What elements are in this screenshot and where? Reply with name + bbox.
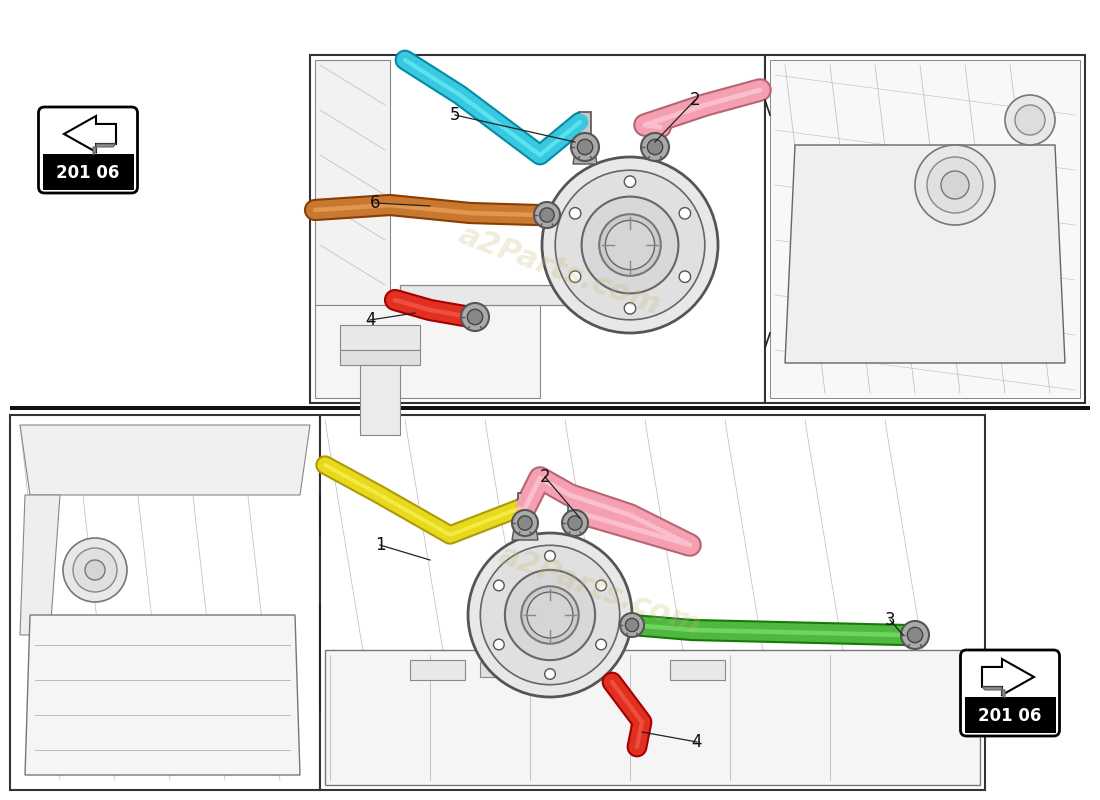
Text: 3: 3	[884, 611, 895, 629]
Polygon shape	[512, 528, 538, 540]
Circle shape	[542, 157, 718, 333]
Circle shape	[625, 302, 636, 314]
Circle shape	[494, 639, 504, 650]
Text: 2: 2	[540, 468, 550, 486]
Circle shape	[571, 133, 600, 161]
Polygon shape	[315, 305, 540, 398]
Bar	[670, 660, 725, 680]
Bar	[10, 406, 1090, 410]
Text: 6: 6	[370, 194, 381, 212]
Circle shape	[63, 538, 126, 602]
Polygon shape	[785, 145, 1065, 363]
Bar	[320, 415, 984, 790]
Circle shape	[527, 592, 573, 638]
FancyBboxPatch shape	[960, 650, 1059, 736]
Circle shape	[620, 613, 644, 637]
Bar	[648, 117, 662, 157]
Bar	[360, 365, 400, 435]
Circle shape	[927, 157, 983, 213]
Text: 4: 4	[365, 311, 375, 329]
Circle shape	[901, 621, 930, 649]
Text: 4: 4	[692, 733, 702, 751]
Circle shape	[605, 220, 654, 270]
Text: a2Parts.com: a2Parts.com	[455, 220, 666, 320]
Circle shape	[461, 303, 490, 331]
Circle shape	[468, 533, 632, 697]
Text: a2Parts.com: a2Parts.com	[495, 540, 705, 640]
Polygon shape	[20, 425, 310, 495]
Polygon shape	[94, 144, 115, 155]
Circle shape	[468, 310, 483, 325]
Circle shape	[596, 580, 606, 591]
Circle shape	[534, 202, 560, 228]
Text: 2: 2	[690, 91, 701, 109]
Circle shape	[940, 171, 969, 199]
Bar	[764, 55, 1085, 403]
Circle shape	[626, 618, 639, 632]
Circle shape	[679, 271, 691, 282]
Circle shape	[521, 586, 579, 644]
Circle shape	[614, 229, 646, 261]
Bar	[340, 350, 420, 365]
Circle shape	[568, 516, 582, 530]
Circle shape	[562, 510, 588, 536]
Circle shape	[578, 139, 593, 154]
Circle shape	[641, 133, 669, 161]
Bar	[340, 325, 420, 350]
Bar	[674, 619, 682, 631]
Circle shape	[582, 197, 679, 294]
Polygon shape	[573, 152, 597, 164]
Bar	[518, 493, 532, 533]
Circle shape	[544, 550, 556, 562]
Bar	[10, 415, 320, 790]
Polygon shape	[770, 60, 1080, 398]
Circle shape	[73, 548, 117, 592]
Text: 201 06: 201 06	[978, 707, 1042, 725]
Text: 1: 1	[375, 536, 385, 554]
Circle shape	[570, 207, 581, 219]
Circle shape	[512, 510, 538, 536]
Circle shape	[647, 139, 662, 154]
Circle shape	[679, 207, 691, 219]
Polygon shape	[400, 285, 570, 305]
Circle shape	[481, 546, 619, 685]
Circle shape	[596, 639, 606, 650]
Polygon shape	[982, 659, 1034, 695]
Text: 201 06: 201 06	[56, 164, 120, 182]
Text: 5: 5	[450, 106, 460, 124]
Circle shape	[1005, 95, 1055, 145]
Circle shape	[536, 600, 564, 630]
Circle shape	[518, 516, 532, 530]
Circle shape	[625, 176, 636, 187]
Circle shape	[1015, 105, 1045, 135]
Circle shape	[600, 214, 661, 276]
Polygon shape	[64, 116, 116, 152]
Circle shape	[85, 560, 104, 580]
Bar	[568, 498, 582, 533]
Polygon shape	[25, 615, 300, 775]
FancyBboxPatch shape	[39, 107, 138, 193]
Polygon shape	[315, 60, 390, 305]
Bar	[43, 154, 133, 190]
Circle shape	[494, 580, 504, 591]
Circle shape	[544, 669, 556, 679]
Bar	[310, 55, 764, 403]
Bar	[480, 662, 520, 677]
Polygon shape	[20, 495, 60, 635]
Polygon shape	[982, 687, 1005, 698]
Bar	[579, 112, 591, 157]
Circle shape	[915, 145, 996, 225]
Circle shape	[908, 627, 923, 642]
Circle shape	[556, 170, 705, 320]
Circle shape	[570, 271, 581, 282]
Bar	[410, 660, 465, 680]
Circle shape	[505, 570, 595, 660]
Bar	[965, 697, 1056, 733]
Polygon shape	[324, 650, 980, 785]
Circle shape	[540, 208, 554, 222]
